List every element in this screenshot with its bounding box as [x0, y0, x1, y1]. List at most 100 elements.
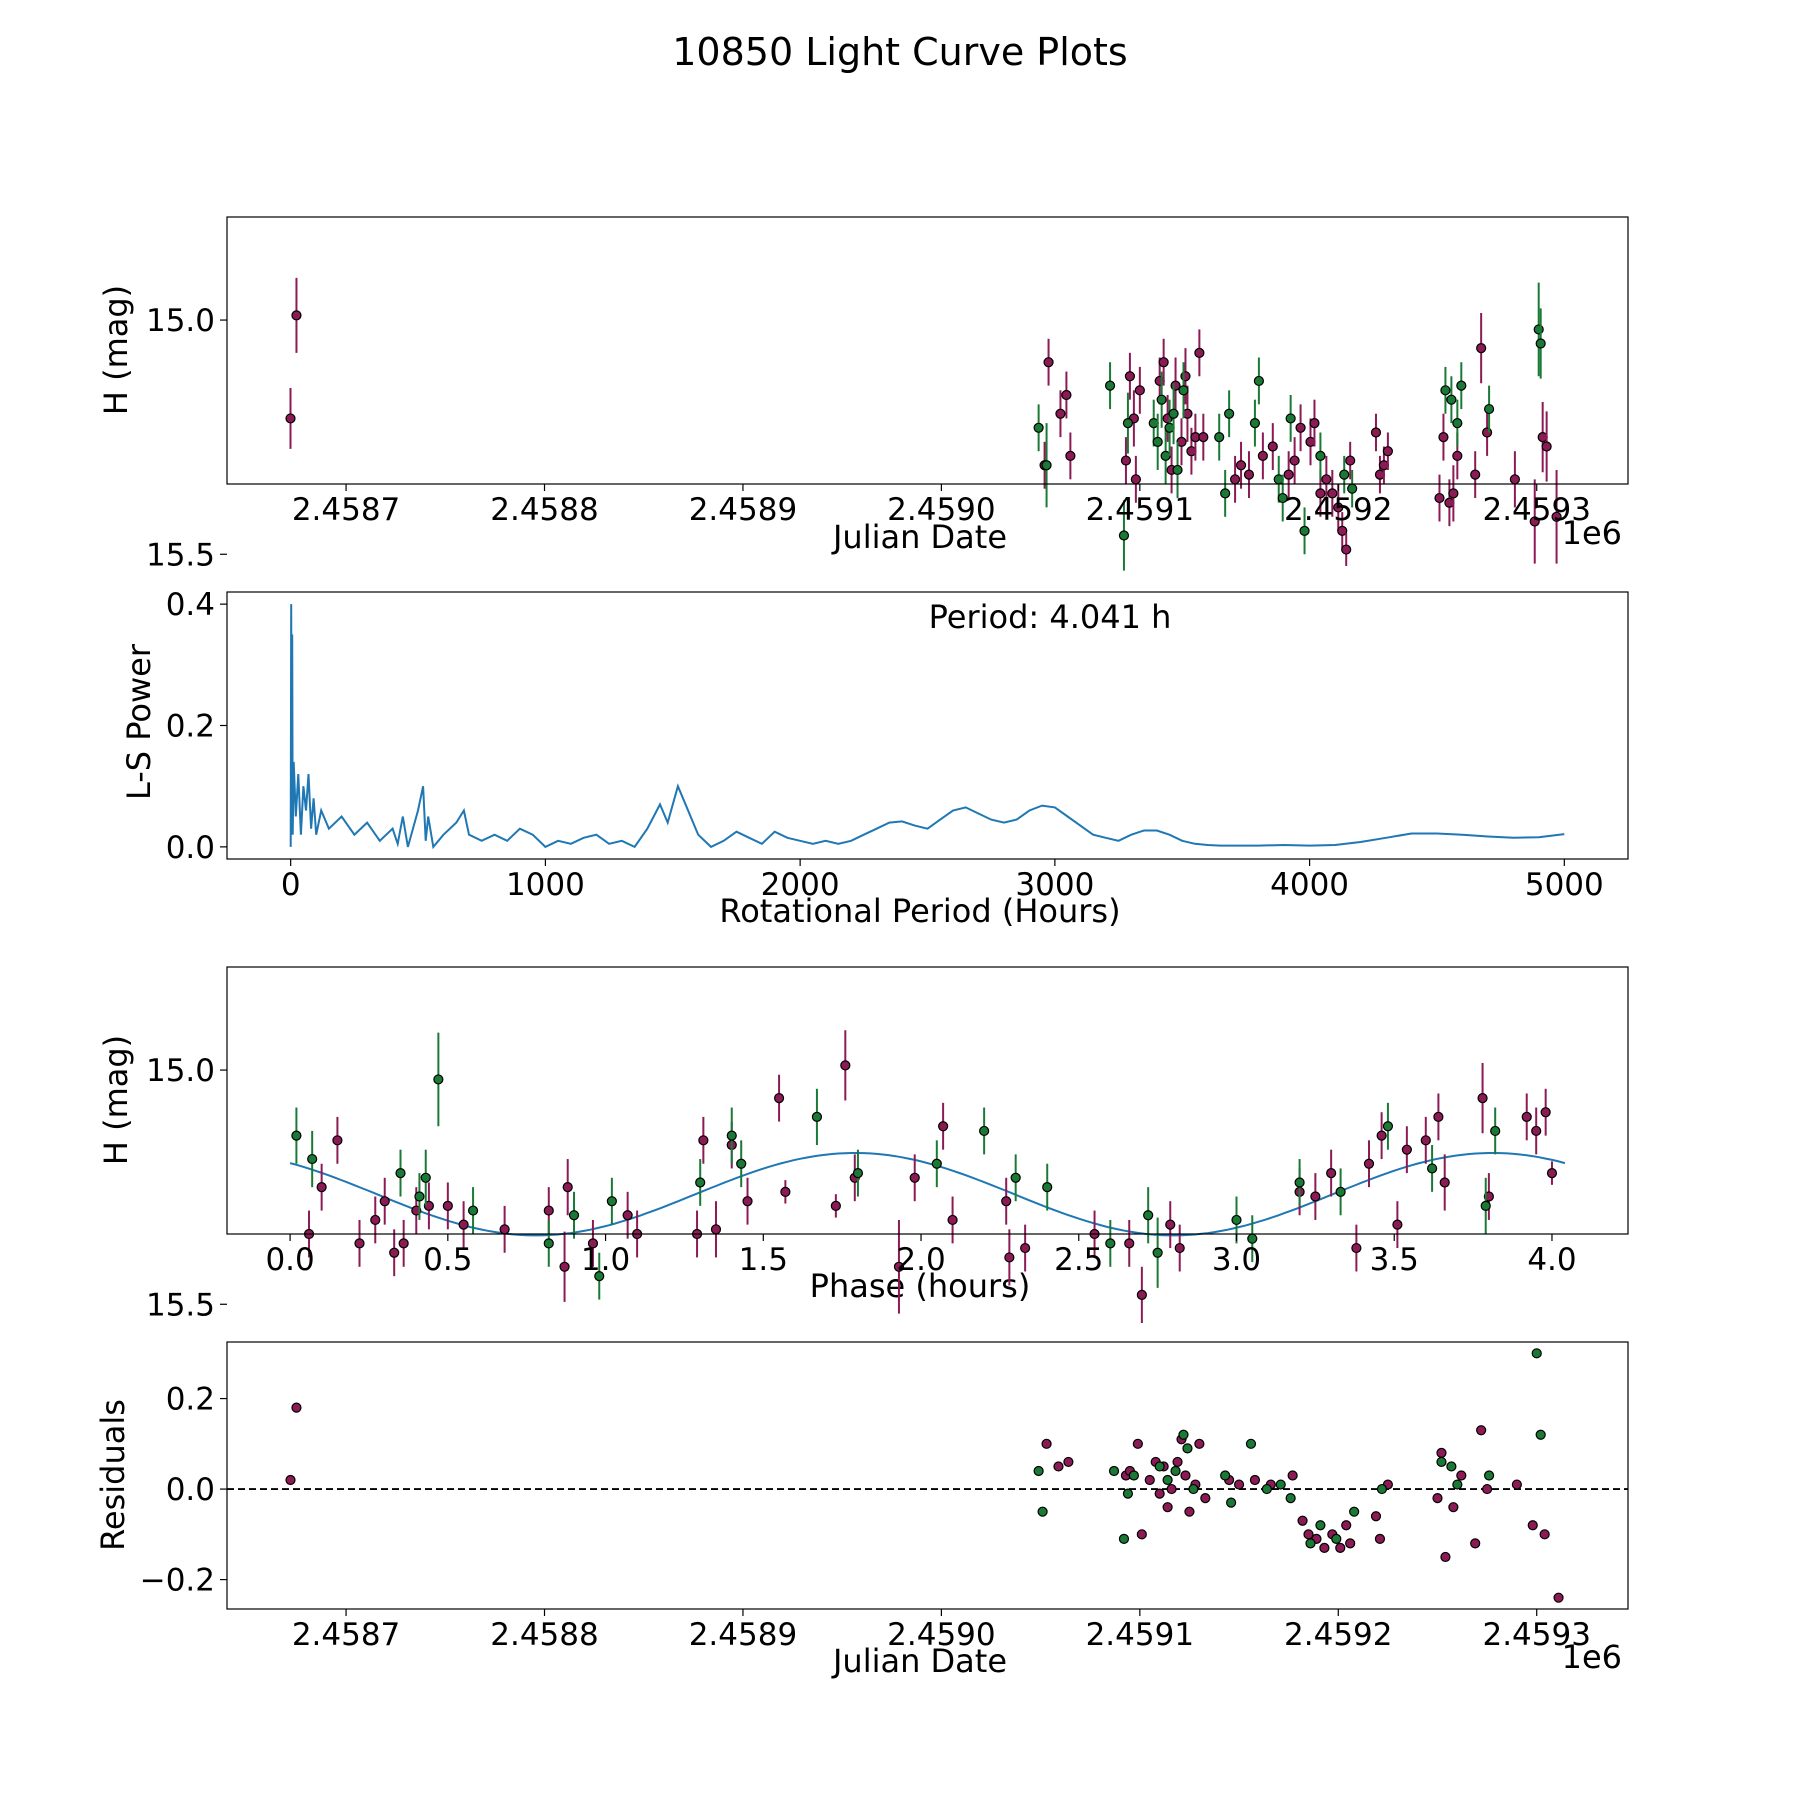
x-tick-label: 2.4589 [689, 492, 797, 528]
data-point [1184, 1506, 1195, 1517]
plot-area [227, 1348, 1628, 1603]
data-point [499, 1224, 510, 1235]
data-point [1436, 1447, 1447, 1458]
data-point [1527, 1520, 1538, 1531]
data-point [830, 1200, 841, 1211]
data-point [1053, 1461, 1064, 1472]
data-point [1130, 474, 1141, 485]
data-point [1482, 1483, 1493, 1495]
data-point [1037, 1506, 1048, 1517]
data-point [1226, 1497, 1237, 1508]
data-point [1448, 1502, 1459, 1513]
x-tick-label: 1000 [506, 867, 585, 903]
data-point [1480, 1200, 1491, 1211]
data-point [1374, 1533, 1386, 1544]
x-tick-label: 2000 [761, 867, 840, 903]
data-point [568, 1210, 580, 1221]
axes-frame [226, 1341, 1629, 1610]
data-point [1509, 474, 1520, 485]
data-point [1220, 488, 1231, 499]
data-point [1333, 502, 1344, 513]
data-point [1065, 450, 1076, 461]
data-point [285, 1474, 296, 1486]
data-point [1180, 371, 1191, 382]
data-point [736, 1158, 747, 1169]
data-point [1104, 380, 1116, 391]
panel-3-xlabel: Phase (hours) [810, 1267, 1031, 1305]
panel-4-ylabel: Residuals [94, 1399, 132, 1551]
data-point [1305, 1538, 1316, 1549]
data-point [1267, 441, 1278, 452]
data-point [1174, 1242, 1185, 1254]
data-point [1531, 1348, 1542, 1359]
data-point [1490, 1125, 1501, 1137]
x-tick-label: 4.0 [1527, 1242, 1576, 1278]
panel-2-ylabel: L-S Power [120, 643, 158, 800]
light-curve-panel: Julian Date H (mag) 1e6 2.4587 2.4588 2.45… [97, 216, 1629, 573]
panel-1-ylabel: H (mag) [97, 285, 135, 415]
data-point [1168, 408, 1179, 419]
data-point [1170, 1465, 1181, 1477]
data-point [1345, 1538, 1356, 1549]
data-point [893, 1261, 905, 1272]
data-point [285, 413, 296, 424]
data-point [1546, 1168, 1558, 1179]
data-point [467, 1205, 479, 1216]
data-point [698, 1135, 709, 1146]
data-point [811, 1111, 823, 1122]
x-tick-label: 2.4588 [490, 492, 598, 528]
data-point [379, 1196, 390, 1207]
data-point [1132, 1438, 1143, 1449]
data-point [1482, 427, 1493, 438]
data-point [291, 1130, 302, 1141]
data-point [710, 1224, 722, 1235]
data-point [1253, 375, 1264, 387]
data-point [1118, 1533, 1130, 1544]
data-point [931, 1158, 942, 1169]
data-point [1483, 403, 1495, 415]
data-point [1335, 1542, 1346, 1554]
data-point [1535, 1429, 1546, 1440]
data-point [433, 1074, 444, 1085]
data-point [1136, 1529, 1147, 1540]
data-point [458, 1219, 469, 1230]
data-point [1055, 408, 1066, 419]
data-point [1289, 455, 1300, 466]
x-tick-label: 2.0 [896, 1242, 945, 1278]
data-point [1392, 1219, 1403, 1230]
data-point [1439, 1177, 1450, 1188]
x-tick-label: 3.5 [1370, 1242, 1419, 1278]
y-tick-label: 15.0 [146, 1053, 215, 1089]
data-point [1349, 1506, 1360, 1517]
y-tick-label: −0.2 [140, 1563, 215, 1599]
x-tick-label: 2.4593 [1482, 492, 1590, 528]
data-point [1108, 1465, 1120, 1477]
data-point [695, 1177, 706, 1188]
data-point [1194, 1438, 1205, 1449]
data-point [291, 1402, 302, 1413]
data-point [559, 1261, 570, 1272]
data-point [1224, 408, 1235, 419]
data-point [1476, 1425, 1487, 1436]
data-point [1261, 1483, 1272, 1495]
data-point [622, 1210, 633, 1221]
data-point [1438, 432, 1449, 443]
phase-folded-panel: Phase (hours) H (mag) 0.0 0.5 1.0 1.5 2.0 2.5… [97, 966, 1629, 1323]
data-point [1521, 1111, 1532, 1122]
data-point [1257, 450, 1268, 461]
data-point [1001, 1196, 1012, 1207]
data-point [1535, 338, 1546, 349]
data-point [543, 1205, 554, 1216]
data-point [1162, 1474, 1173, 1486]
data-point [307, 1153, 318, 1165]
data-point [1166, 1483, 1177, 1495]
residuals-panel: Julian Date Residuals 1e6 2.4587 2.4588 2.… [94, 1341, 1629, 1680]
data-point [1172, 1456, 1183, 1468]
data-point [1033, 1465, 1044, 1477]
data-point [1235, 460, 1247, 471]
data-point [370, 1214, 381, 1226]
axes-frame [226, 966, 1629, 1235]
data-point [1063, 1456, 1074, 1468]
data-point [1233, 1479, 1245, 1490]
data-point [1432, 1493, 1443, 1504]
